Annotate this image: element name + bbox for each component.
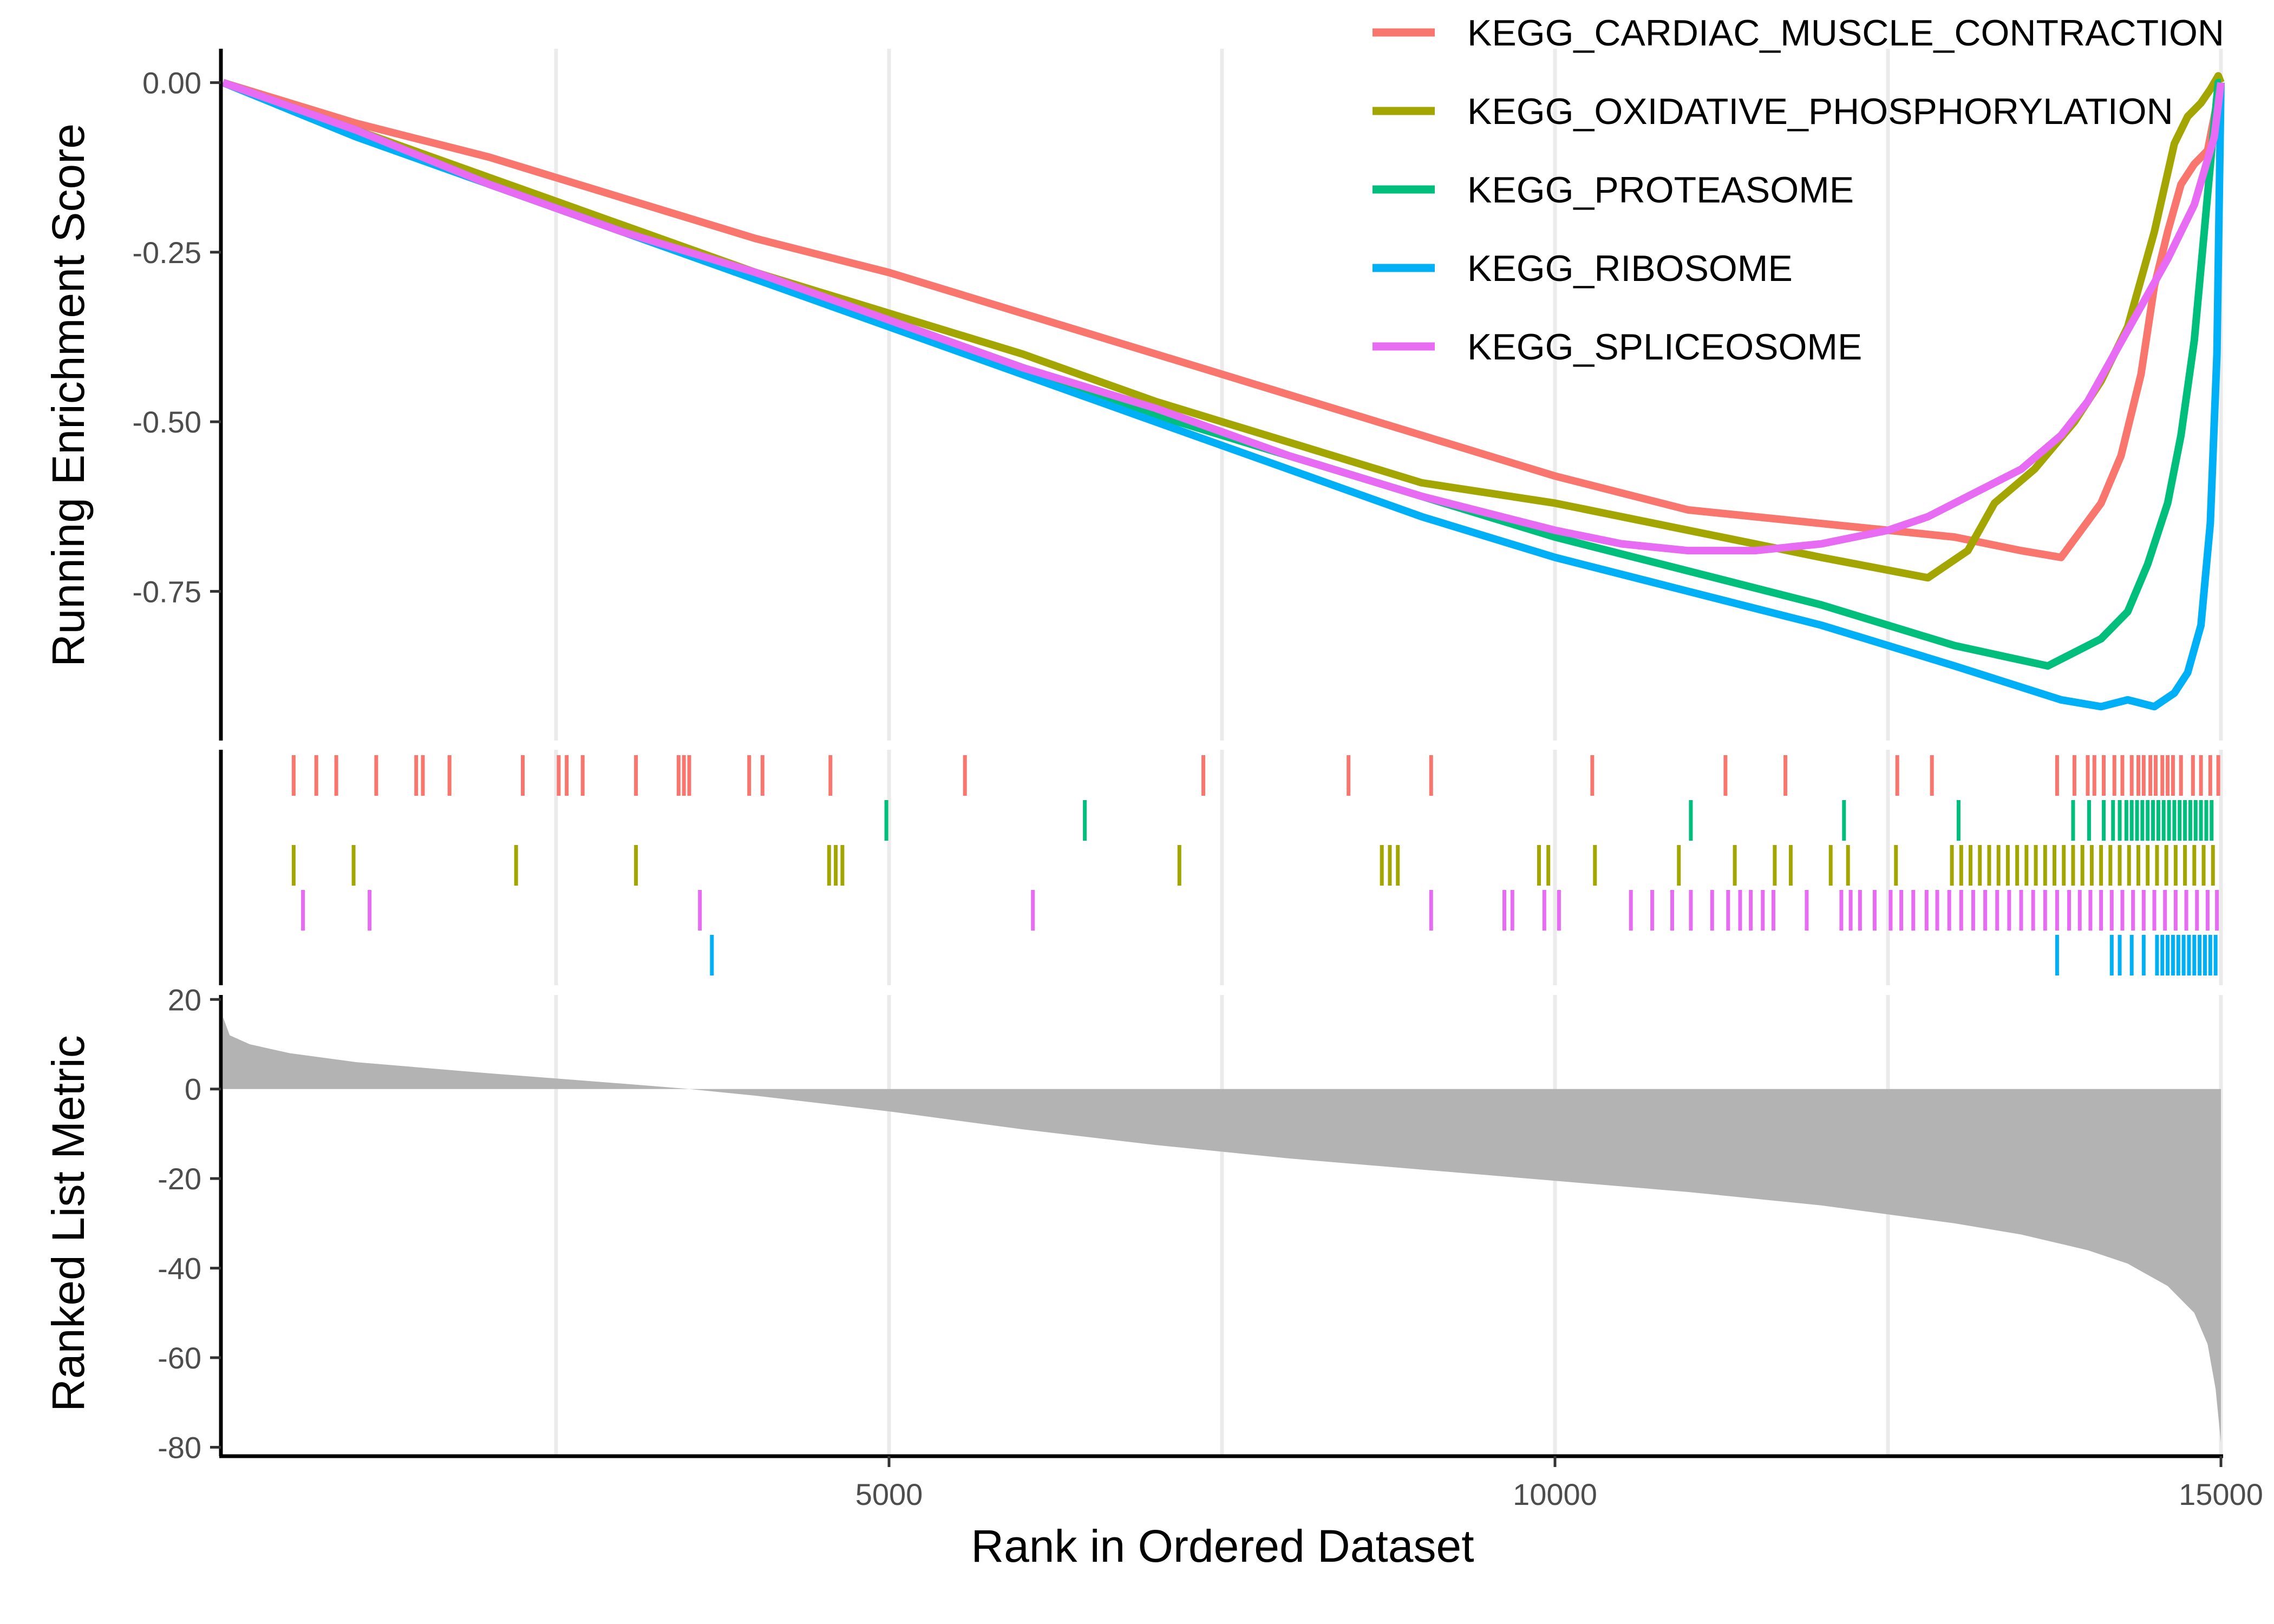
metric-y-tick-label: -80	[158, 1430, 201, 1464]
legend-label: KEGG_PROTEASOME	[1467, 169, 1854, 211]
legend-label: KEGG_OXIDATIVE_PHOSPHORYLATION	[1467, 91, 2173, 132]
es-y-tick-label: -0.75	[132, 574, 201, 608]
es-line	[221, 78, 2225, 561]
x-tick-label: 10000	[1513, 1477, 1597, 1511]
legend-label: KEGG_SPLICEOSOME	[1467, 326, 1862, 368]
metric-y-tick-label: -60	[158, 1341, 201, 1375]
x-tick-label: 5000	[855, 1477, 923, 1511]
metric-y-tick-label: -40	[158, 1252, 201, 1286]
metric-y-tick-label: 20	[168, 983, 201, 1017]
es-line	[221, 79, 2225, 555]
es-y-axis-title: Running Enrichment Score	[43, 123, 94, 667]
metric-y-axis-title: Ranked List Metric	[43, 1035, 94, 1412]
x-axis-title: Rank in Ordered Dataset	[971, 1521, 1474, 1571]
ticks-layer: 0.00 -0.25 -0.50 -0.75 20 0 -20 -40 -60 -80 5000 10…	[132, 66, 2263, 1511]
metric-y-tick-label: -20	[158, 1162, 201, 1196]
es-line	[221, 79, 2225, 711]
ranked-metric-area	[223, 1017, 2221, 1443]
metric-y-tick-label: 0	[185, 1072, 201, 1106]
es-y-tick-label: -0.50	[132, 405, 201, 439]
x-tick-label: 15000	[2179, 1477, 2263, 1511]
es-y-tick-label: 0.00	[142, 66, 201, 100]
ranked-metric-panel	[223, 1017, 2221, 1443]
hits-panel	[291, 755, 2220, 975]
legend-label: KEGG_CARDIAC_MUSCLE_CONTRACTION	[1467, 12, 2224, 54]
legend: KEGG_CARDIAC_MUSCLE_CONTRACTION KEGG_OXID…	[1373, 12, 2224, 368]
axes-layer	[219, 49, 2223, 1458]
es-y-tick-label: -0.25	[132, 235, 201, 270]
legend-label: KEGG_RIBOSOME	[1467, 248, 1793, 289]
running-es-panel	[221, 72, 2225, 711]
